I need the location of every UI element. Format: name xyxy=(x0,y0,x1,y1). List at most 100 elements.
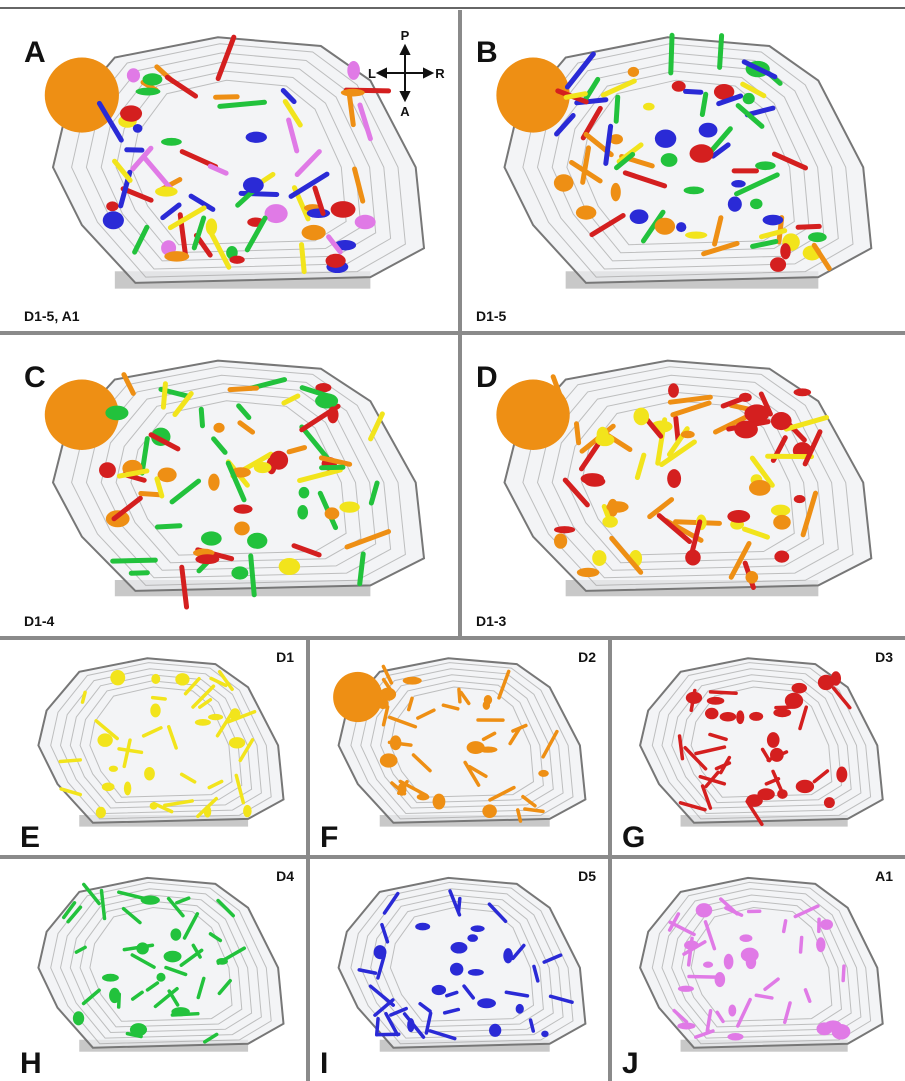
blob xyxy=(390,735,401,750)
blob xyxy=(254,462,272,473)
blob xyxy=(705,708,719,719)
blob xyxy=(201,531,222,545)
blob xyxy=(471,925,485,932)
panel-letter: A xyxy=(24,36,46,69)
blob xyxy=(482,804,497,818)
process xyxy=(671,35,672,73)
blob xyxy=(432,985,446,995)
process xyxy=(798,226,819,227)
blob xyxy=(655,218,675,235)
panel-letter: I xyxy=(320,1047,328,1080)
blob xyxy=(633,408,649,426)
cell-outline xyxy=(38,658,283,823)
process xyxy=(566,94,585,98)
blob xyxy=(325,507,340,519)
blob xyxy=(825,1020,841,1029)
blob xyxy=(554,533,567,548)
blob xyxy=(297,505,308,520)
blob xyxy=(836,767,847,783)
blob xyxy=(110,670,125,685)
blob xyxy=(678,986,694,992)
blob xyxy=(467,741,485,754)
panel-label: D1 xyxy=(276,649,294,665)
compass-label: A xyxy=(400,104,410,119)
panel-label: A1 xyxy=(875,868,893,884)
blob xyxy=(299,487,310,499)
blob xyxy=(661,153,678,167)
process xyxy=(784,921,786,932)
blob xyxy=(677,1022,695,1029)
blob xyxy=(668,383,679,398)
blob xyxy=(99,462,116,478)
blob xyxy=(216,958,228,965)
process xyxy=(459,689,460,701)
blob xyxy=(731,180,746,188)
blob xyxy=(592,550,606,566)
cell-outline xyxy=(339,878,586,1048)
blob xyxy=(415,923,430,931)
blob xyxy=(151,674,160,684)
soma xyxy=(333,672,382,722)
panel-letter: C xyxy=(24,361,46,394)
blob xyxy=(208,714,223,720)
blob xyxy=(171,1007,189,1016)
compass-label: L xyxy=(368,66,376,81)
blob xyxy=(170,928,181,940)
blob xyxy=(142,73,162,85)
process xyxy=(616,97,618,121)
blob xyxy=(133,124,143,133)
blob xyxy=(161,138,182,146)
process xyxy=(201,409,202,425)
blob xyxy=(315,393,338,408)
blob xyxy=(727,510,750,523)
blob xyxy=(97,733,112,747)
blob xyxy=(374,945,387,959)
panel: DD1-3 xyxy=(476,361,871,629)
blob xyxy=(736,710,744,724)
blob xyxy=(696,903,713,917)
blob xyxy=(265,204,288,223)
process xyxy=(576,424,578,443)
blob xyxy=(792,683,807,694)
blob xyxy=(158,467,177,482)
panel: HD4 xyxy=(20,868,294,1080)
blob xyxy=(397,783,406,796)
blob xyxy=(724,954,734,970)
blob xyxy=(102,974,119,982)
blob xyxy=(715,972,726,987)
blob xyxy=(554,526,575,533)
blob xyxy=(538,770,549,777)
blob xyxy=(127,68,140,82)
blob xyxy=(484,695,492,705)
blob xyxy=(417,794,430,801)
blob xyxy=(339,501,359,512)
blob xyxy=(144,767,155,781)
blob xyxy=(109,766,118,772)
process xyxy=(525,809,543,811)
blob xyxy=(247,533,267,549)
blob xyxy=(734,421,758,439)
blob xyxy=(690,144,714,163)
process xyxy=(163,384,165,407)
blob xyxy=(703,962,713,968)
process xyxy=(711,692,737,693)
blob xyxy=(794,388,812,396)
panel-label: D3 xyxy=(875,649,893,665)
blob xyxy=(175,673,189,685)
blob xyxy=(164,951,182,963)
blob xyxy=(156,973,165,982)
blob xyxy=(780,243,790,259)
process xyxy=(141,493,160,494)
blob xyxy=(597,427,609,443)
process xyxy=(702,94,705,114)
blob xyxy=(302,225,326,240)
blob xyxy=(541,1031,548,1037)
blob xyxy=(770,257,786,272)
blob xyxy=(655,129,676,147)
blob xyxy=(686,692,702,704)
blob xyxy=(684,940,699,950)
blob xyxy=(757,788,774,800)
blob xyxy=(770,748,784,762)
blob xyxy=(831,671,841,685)
process xyxy=(113,560,156,561)
